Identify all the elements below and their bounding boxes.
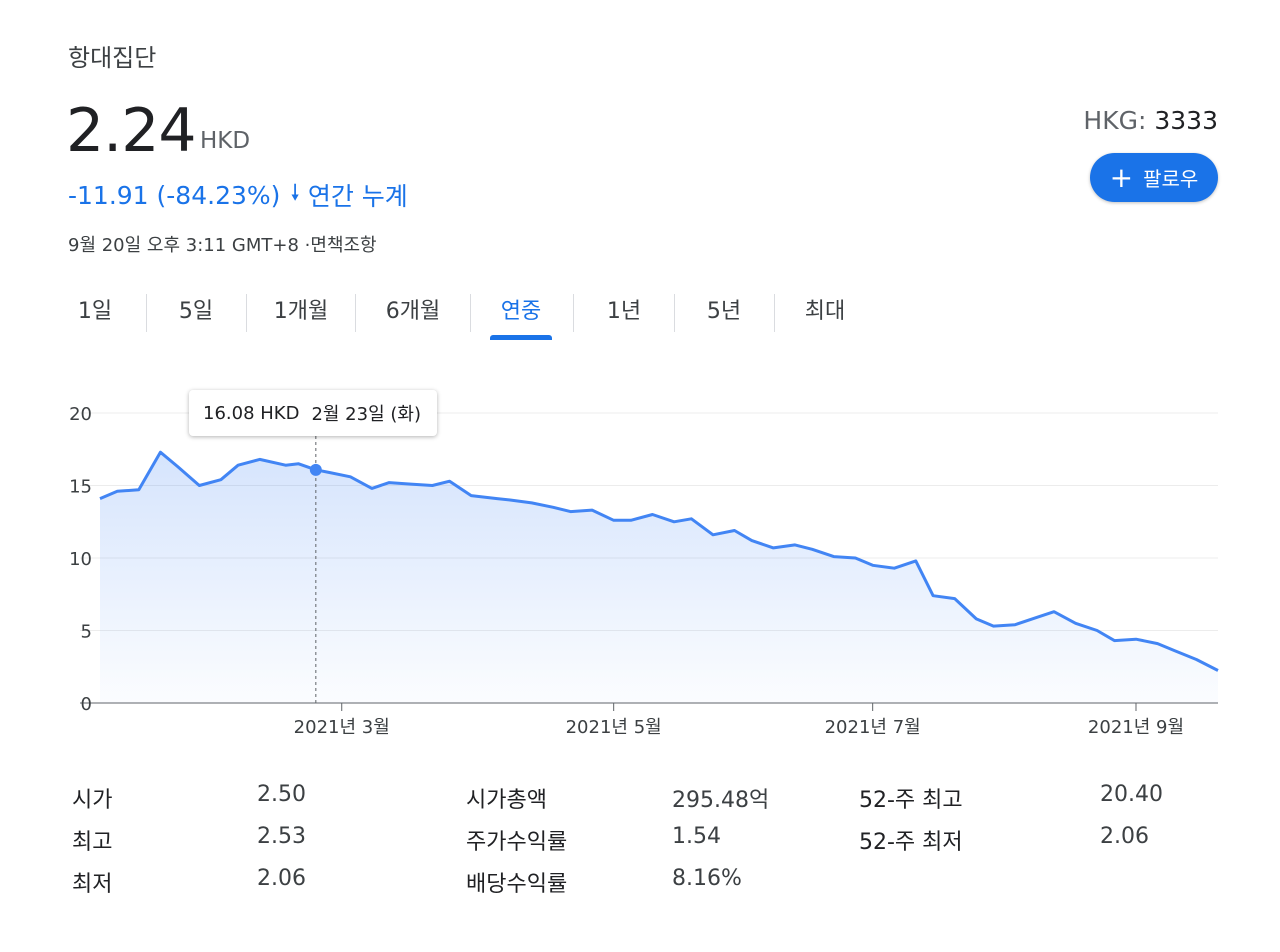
price-change-row: -11.91 (-84.23%) 🠗 연간 누계 (68, 176, 408, 214)
current-price: 2.24 (66, 96, 197, 166)
quote-timestamp-row: 9월 20일 오후 3:11 GMT+8 ·면책조항 (68, 231, 377, 257)
tab-max[interactable]: 최대 (804, 299, 846, 324)
tab-divider (774, 294, 775, 332)
stat-pe-label: 주가수익률 (466, 830, 568, 855)
change-period: 연간 누계 (307, 182, 408, 211)
tab-5y[interactable]: 5년 (706, 299, 742, 324)
y-tick-label: 10 (69, 549, 92, 570)
stat-open-label: 시가 (72, 788, 113, 813)
price-change: -11.91 (-84.23%) (68, 180, 281, 210)
tab-1m[interactable]: 1개월 (273, 299, 329, 324)
disclaimer-link[interactable]: ·면책조항 (304, 235, 377, 256)
tab-1y[interactable]: 1년 (606, 299, 642, 324)
stat-open-value: 2.50 (257, 782, 306, 807)
price-area-fill (100, 452, 1218, 703)
stat-dividend-label: 배당수익률 (466, 872, 568, 897)
x-tick-label: 2021년 5월 (566, 717, 662, 738)
stat-52w-low-label: 52-주 최저 (859, 830, 963, 855)
hover-point (309, 463, 322, 476)
tab-1d[interactable]: 1일 (77, 299, 113, 324)
stat-52w-high-label: 52-주 최고 (859, 788, 963, 813)
stat-low-label: 최저 (72, 872, 113, 897)
quote-timestamp: 9월 20일 오후 3:11 GMT+8 (68, 235, 299, 256)
ticker-symbol: HKG: 3333 (1083, 106, 1218, 135)
ticker-code: 3333 (1154, 106, 1218, 135)
follow-button[interactable]: + 팔로우 (1090, 153, 1218, 202)
y-tick-label: 15 (69, 477, 92, 498)
tab-divider (355, 294, 356, 332)
company-name: 항대집단 (68, 44, 157, 72)
tab-divider (146, 294, 147, 332)
stats-table: 시가 2.50 최고 2.53 최저 2.06 시가총액 295.48억 주가수… (0, 770, 1280, 920)
exchange-label: HKG: (1083, 106, 1147, 135)
tooltip-value: 16.08 HKD (203, 402, 300, 424)
y-tick-label: 20 (69, 404, 92, 425)
price-chart[interactable]: 0 5 10 15 20 2021년 3월 2021년 5월 2021년 7월 2021년 9… (40, 380, 1240, 750)
y-axis-labels: 0 5 10 15 20 (69, 404, 92, 715)
tab-divider (674, 294, 675, 332)
stat-high-label: 최고 (72, 830, 113, 855)
stat-low-value: 2.06 (257, 866, 306, 891)
tab-divider (246, 294, 247, 332)
tab-ytd[interactable]: 연중 (490, 292, 552, 342)
stat-52w-high-value: 20.40 (1100, 782, 1163, 807)
tab-6m[interactable]: 6개월 (385, 299, 441, 324)
tab-divider (470, 294, 471, 332)
tooltip-date: 2월 23일 (화) (311, 404, 421, 425)
tab-5d[interactable]: 5일 (178, 299, 214, 324)
currency-label: HKD (200, 128, 251, 154)
x-axis-labels: 2021년 3월 2021년 5월 2021년 7월 2021년 9월 (294, 703, 1184, 738)
stat-pe-value: 1.54 (672, 824, 721, 849)
y-tick-label: 0 (81, 694, 92, 715)
follow-label: 팔로우 (1143, 167, 1199, 191)
plus-icon: + (1109, 160, 1134, 194)
x-tick-label: 2021년 7월 (825, 717, 921, 738)
arrow-down-icon: 🠗 (290, 181, 300, 206)
y-tick-label: 5 (81, 622, 92, 643)
price-line (99, 450, 1219, 672)
stat-market-cap-value: 295.48억 (672, 788, 770, 813)
stat-52w-low-value: 2.06 (1100, 824, 1149, 849)
tab-divider (573, 294, 574, 332)
chart-tooltip: 16.08 HKD 2월 23일 (화) (189, 390, 437, 436)
stat-market-cap-label: 시가총액 (466, 788, 547, 813)
stat-high-value: 2.53 (257, 824, 306, 849)
stat-dividend-value: 8.16% (672, 866, 742, 891)
x-tick-label: 2021년 9월 (1088, 717, 1184, 738)
x-tick-label: 2021년 3월 (294, 717, 390, 738)
